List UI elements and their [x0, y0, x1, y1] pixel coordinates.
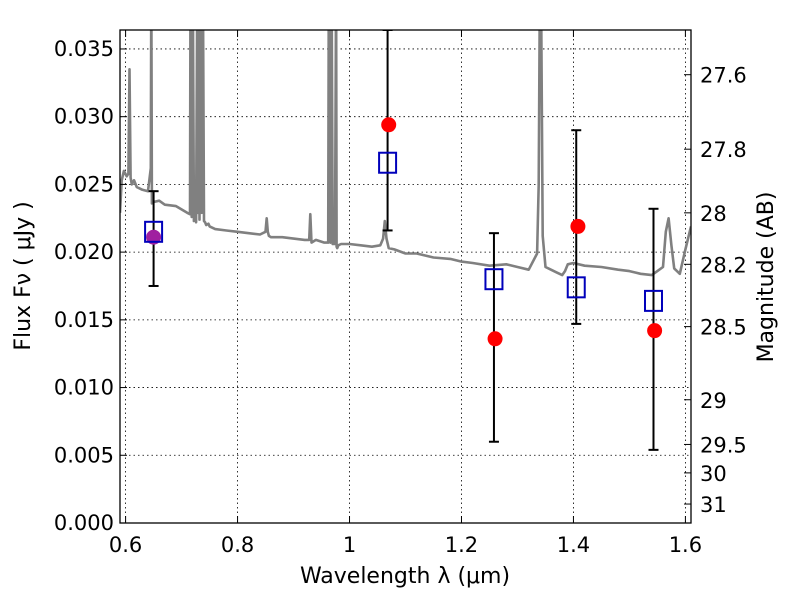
- y-tick-label: 0.030: [54, 105, 114, 129]
- y2-tick-label: 27.8: [700, 138, 747, 162]
- axes: 0.6 0.8 1 1.2 1.4 1.6 0.000 0.005 0.010 0.015 0.02…: [54, 30, 747, 557]
- y-tick-label: 0.000: [54, 511, 114, 535]
- model-spectrum-line: [120, 30, 691, 277]
- y2-tick-label: 30: [700, 462, 727, 486]
- y-axis-title: Flux Fν ( μJy ): [11, 201, 36, 350]
- y2-tick-label: 29.5: [700, 433, 747, 457]
- y-tick-label: 0.035: [54, 37, 114, 61]
- y2-tick-label: 31: [700, 493, 727, 517]
- plot-background: [120, 30, 691, 523]
- y-tick-label: 0.005: [54, 443, 114, 467]
- x-tick-label: 0.6: [109, 533, 142, 557]
- y2-axis-title: Magnitude (AB): [754, 192, 779, 363]
- y-tick-label: 0.020: [54, 240, 114, 264]
- plot-frame: [119, 29, 692, 524]
- x-tick-label: 1.2: [445, 533, 478, 557]
- observed-point: [381, 117, 397, 133]
- y-tick-label: 0.010: [54, 376, 114, 400]
- observed-point: [487, 331, 503, 347]
- y2-tick-label: 27.6: [700, 64, 747, 88]
- x-tick-label: 1.6: [669, 533, 702, 557]
- x-tick-label: 1.4: [557, 533, 590, 557]
- y-tick-label: 0.025: [54, 172, 114, 196]
- model-photometry-square: [144, 220, 164, 243]
- model-photometry-square: [484, 268, 504, 291]
- data-layer: [120, 30, 691, 451]
- model-photometry-square: [643, 289, 663, 312]
- y-tick-label: 0.015: [54, 308, 114, 332]
- y2-tick-label: 28.2: [700, 253, 747, 277]
- model-photometry-square: [378, 151, 398, 174]
- observed-point: [647, 323, 663, 339]
- x-tick-label: 0.8: [221, 533, 254, 557]
- x-tick-label: 1: [343, 533, 356, 557]
- y2-tick-label: 29: [700, 389, 727, 413]
- y2-tick-label: 28: [700, 202, 727, 226]
- y2-tick-label: 28.5: [700, 316, 747, 340]
- model-photometry-square: [566, 276, 586, 299]
- observed-point: [570, 218, 586, 234]
- x-axis-title: Wavelength λ (μm): [300, 564, 510, 589]
